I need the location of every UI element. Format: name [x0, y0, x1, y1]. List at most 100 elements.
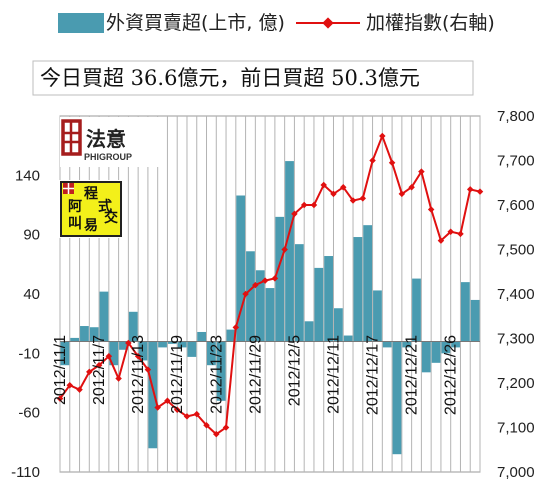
right-tick-4: 7,400 [497, 286, 535, 303]
bar-17 [226, 329, 236, 342]
index-point-22 [271, 275, 279, 282]
left-axis: 140 90 40 -10 -60 -110 [11, 167, 40, 481]
index-point-12 [173, 406, 181, 413]
badge-char-3: 叫 [68, 215, 82, 232]
bar-2 [80, 326, 89, 342]
index-point-20 [252, 281, 259, 289]
bar-4 [99, 291, 109, 342]
x-label-7: 2012/12/11 [325, 335, 342, 414]
bar-39 [441, 341, 451, 354]
index-point-25 [300, 201, 308, 209]
index-point-42 [466, 186, 474, 193]
index-point-16 [213, 430, 220, 438]
x-label-1: 2012/11/7 [91, 335, 108, 405]
bar-12 [177, 341, 187, 348]
program-trading-badge: 阿 程 叫 式 易 交 [59, 180, 124, 238]
badge-char-1: 阿 [68, 199, 82, 215]
index-point-15 [203, 422, 210, 429]
badge-char-4: 式 [98, 198, 112, 215]
logo-emblem-icon [61, 119, 82, 156]
index-point-32 [369, 157, 376, 164]
badge-char-6: 交 [104, 209, 118, 226]
index-point-29 [340, 183, 347, 191]
index-point-38 [427, 206, 435, 213]
bar-8 [138, 341, 148, 361]
bar-21 [265, 288, 275, 342]
bar-37 [421, 341, 431, 373]
index-point-36 [408, 183, 415, 191]
bar-15 [207, 341, 216, 366]
x-label-2: 2012/11/13 [130, 335, 147, 414]
bar-0 [60, 341, 70, 366]
x-label-10: 2012/12/26 [443, 335, 460, 415]
index-point-11 [164, 397, 171, 405]
bar-29 [343, 335, 353, 342]
legend-marker-index [322, 17, 334, 29]
bar-36 [412, 278, 421, 342]
logo: 法意 PHIGROUP [60, 117, 165, 167]
plot-area [56, 115, 484, 473]
bar-18 [236, 195, 246, 342]
index-point-23 [281, 246, 288, 253]
headline-box: 今日買超 36.6億元，前日買超 50.3億元 [32, 60, 474, 96]
right-tick-3: 7,500 [497, 242, 535, 259]
index-point-10 [154, 404, 161, 411]
index-point-9 [144, 366, 152, 373]
x-label-6: 2012/12/5 [286, 335, 303, 406]
index-point-1 [66, 381, 74, 389]
logo-brand: 法意 [86, 127, 126, 151]
index-point-41 [457, 230, 464, 238]
index-point-13 [183, 413, 191, 420]
bar-22 [275, 216, 285, 342]
index-point-31 [359, 195, 367, 202]
bar-33 [382, 341, 392, 348]
left-tick-3: -10 [18, 345, 40, 362]
bar-24 [294, 244, 304, 342]
badge-mini-emblem-icon [63, 183, 74, 194]
index-point-18 [232, 324, 240, 331]
x-label-9: 2012/12/21 [404, 335, 421, 415]
bar-16 [216, 341, 226, 401]
bar-40 [451, 341, 460, 348]
bar-27 [324, 256, 333, 342]
right-tick-7: 7,100 [497, 420, 535, 437]
right-tick-8: 7,000 [497, 464, 535, 481]
index-point-34 [388, 159, 396, 166]
index-point-17 [222, 424, 230, 431]
index-point-21 [261, 277, 269, 284]
bar-42 [470, 299, 480, 342]
index-point-40 [447, 228, 454, 235]
index-point-14 [193, 410, 200, 418]
logo-sub: PHIGROUP [84, 152, 132, 162]
bar-7 [128, 311, 138, 342]
bar-1 [70, 337, 80, 342]
index-point-7 [125, 339, 132, 347]
index-markers [56, 132, 484, 438]
x-label-5: 2012/11/29 [247, 335, 264, 414]
left-tick-0: 140 [15, 167, 40, 184]
bar-41 [460, 282, 470, 342]
bar-28 [333, 308, 343, 342]
bar-10 [158, 341, 167, 348]
right-tick-0: 7,800 [497, 108, 535, 125]
x-axis-labels: 2012/11/1 2012/11/7 2012/11/13 2012/11/19 20… [52, 335, 460, 415]
headline-frame [32, 60, 474, 96]
bar-26 [314, 267, 324, 342]
index-point-28 [330, 190, 337, 198]
bar-34 [392, 341, 402, 455]
badge-char-2: 程 [84, 186, 98, 202]
x-label-0: 2012/11/1 [52, 335, 69, 405]
index-point-27 [320, 181, 327, 189]
bar-11 [167, 341, 177, 344]
index-point-24 [291, 210, 298, 218]
badge-char-5: 易 [84, 218, 98, 234]
bar-23 [285, 161, 294, 342]
index-point-37 [418, 168, 425, 175]
bar-3 [89, 327, 99, 342]
right-axis: 7,800 7,700 7,600 7,500 7,400 7,300 7,200 7,100… [497, 108, 535, 481]
right-tick-5: 7,300 [497, 331, 535, 348]
bar-6 [119, 341, 128, 350]
bar-9 [148, 341, 158, 449]
index-point-43 [476, 188, 484, 195]
bar-35 [402, 341, 412, 348]
